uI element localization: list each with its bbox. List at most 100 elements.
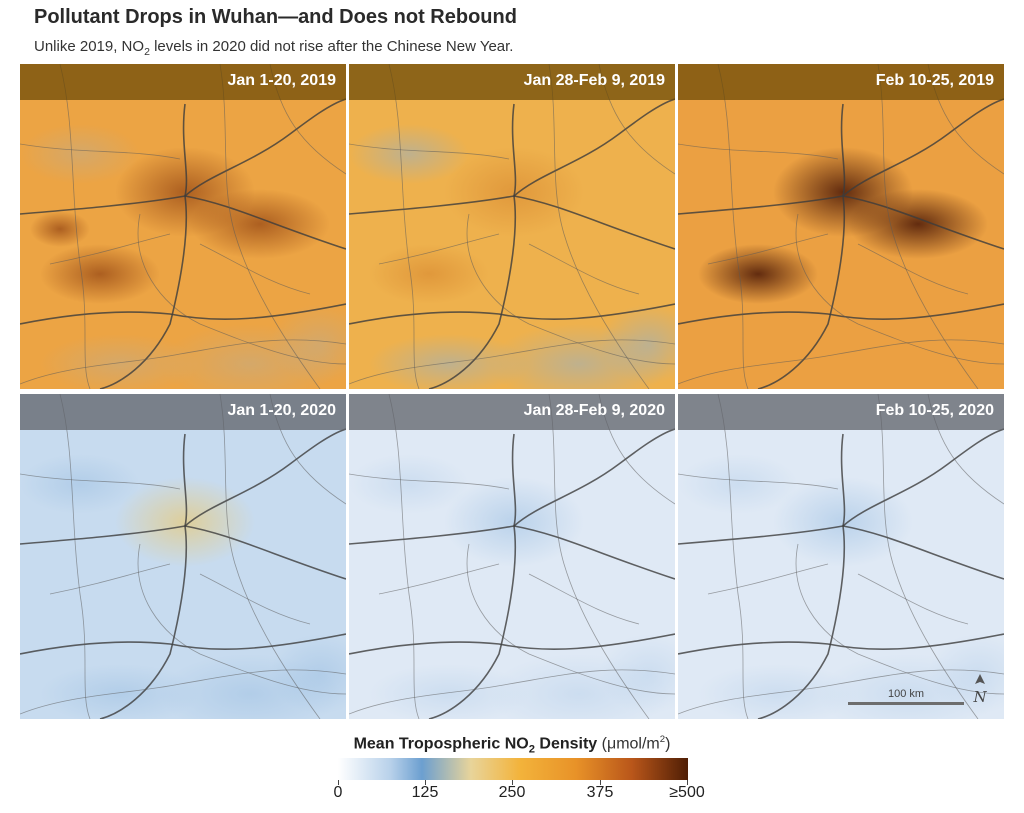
road-line <box>49 233 171 265</box>
road-line <box>757 433 846 719</box>
panel-label-band <box>20 64 346 100</box>
no2-hotspot <box>40 244 160 304</box>
low-density-patch <box>20 454 140 514</box>
road-line <box>20 339 346 385</box>
legend-tick-label: 375 <box>586 784 614 801</box>
no2-map-feb-2020 <box>678 394 1004 719</box>
panel-label-band <box>349 64 675 100</box>
map-panel-janfeb-2019: Jan 28-Feb 9, 2019 <box>349 64 675 389</box>
road-line <box>717 64 749 389</box>
road-line <box>349 303 675 325</box>
low-density-patch <box>20 124 140 184</box>
road-line <box>528 243 640 295</box>
road-line <box>707 233 829 265</box>
legend-tick-label: ≥500 <box>669 784 705 801</box>
road-line <box>20 473 181 490</box>
road-line <box>59 64 91 389</box>
no2-map-jan-2020 <box>20 394 346 719</box>
road-line <box>842 98 1004 197</box>
no2-map-janfeb-2020 <box>349 394 675 719</box>
panel-date-label: Jan 28-Feb 9, 2020 <box>523 402 665 419</box>
road-line <box>378 233 500 265</box>
no2-hotspot <box>369 244 489 304</box>
road-line <box>842 428 1004 527</box>
road-line <box>548 64 650 389</box>
panel-label-band <box>349 394 675 430</box>
road-line <box>857 243 969 295</box>
low-density-patch <box>678 454 798 514</box>
north-arrow-icon: N <box>972 674 987 706</box>
road-line <box>428 433 517 719</box>
low-density-patch <box>270 304 346 384</box>
legend-tick-mark <box>338 780 339 785</box>
road-line <box>678 339 1004 385</box>
map-panel-janfeb-2020: Jan 28-Feb 9, 2020 <box>349 394 675 719</box>
low-density-patch <box>928 304 1004 384</box>
low-density-patch <box>599 304 675 384</box>
road-line <box>717 394 749 719</box>
road-line <box>184 428 346 527</box>
road-line <box>20 143 181 160</box>
map-panel-feb-2020: Feb 10-25, 2020 <box>678 394 1004 719</box>
low-density-patch <box>698 664 858 719</box>
road-line <box>513 98 675 197</box>
panel-label-band <box>20 394 346 430</box>
map-panel-jan-2019: Jan 1-20, 2019 <box>20 64 346 389</box>
road-line <box>528 573 640 625</box>
scale-bar: 100 km <box>848 688 964 705</box>
panel-date-label: Jan 28-Feb 9, 2019 <box>523 72 665 89</box>
road-line <box>548 394 650 719</box>
road-line <box>20 669 346 715</box>
road-line <box>466 543 675 695</box>
low-density-patch <box>349 454 469 514</box>
no2-map-jan-2019 <box>20 64 346 389</box>
panel-date-label: Feb 10-25, 2019 <box>875 72 994 89</box>
no2-map-feb-2019 <box>678 64 1004 389</box>
legend-tick-mark <box>512 780 513 785</box>
legend-tick-mark <box>425 780 426 785</box>
road-line <box>678 633 1004 655</box>
road-line <box>388 64 420 389</box>
road-line <box>513 428 675 527</box>
legend-title: Mean Tropospheric NO2 Density (μmol/m2) <box>353 734 671 756</box>
road-line <box>678 143 839 160</box>
low-density-patch <box>40 334 200 389</box>
panel-date-label: Jan 1-20, 2019 <box>227 72 336 89</box>
road-line <box>59 394 91 719</box>
low-density-patch <box>698 334 858 389</box>
road-line <box>349 339 675 385</box>
road-line <box>378 563 500 595</box>
legend-colorbar <box>338 758 688 780</box>
road-line <box>388 394 420 719</box>
road-line <box>678 303 1004 325</box>
low-density-patch <box>349 124 469 184</box>
legend-tick-label: 0 <box>333 784 343 801</box>
no2-hotspot <box>190 189 330 259</box>
map-panel-grid: Jan 1-20, 2019 Jan 28-Feb 9, 2019 Feb 10… <box>20 64 1004 720</box>
road-line <box>99 103 188 389</box>
map-panel-jan-2020: Jan 1-20, 2020 <box>20 394 346 719</box>
road-line <box>199 573 311 625</box>
road-line <box>795 543 1004 695</box>
road-line <box>349 669 675 715</box>
scale-bar-line <box>848 702 964 705</box>
legend-tick-label: 125 <box>411 784 439 801</box>
road-line <box>349 633 675 655</box>
panel-date-label: Jan 1-20, 2020 <box>227 402 336 419</box>
legend-tick-mark <box>687 780 688 785</box>
road-line <box>219 64 321 389</box>
low-density-patch <box>928 634 1004 714</box>
map-title: Pollutant Drops in Wuhan—and Does not Re… <box>34 6 517 28</box>
road-line <box>857 573 969 625</box>
low-density-patch <box>369 334 529 389</box>
road-line <box>877 64 979 389</box>
road-line <box>707 563 829 595</box>
no2-hotspot <box>848 189 988 259</box>
road-line <box>349 143 510 160</box>
panel-date-label: Feb 10-25, 2020 <box>875 402 994 419</box>
no2-hotspot <box>698 244 818 304</box>
legend-tick-label: 250 <box>498 784 526 801</box>
low-density-patch <box>599 634 675 714</box>
low-density-patch <box>369 664 529 719</box>
no2-hotspot <box>30 211 90 247</box>
